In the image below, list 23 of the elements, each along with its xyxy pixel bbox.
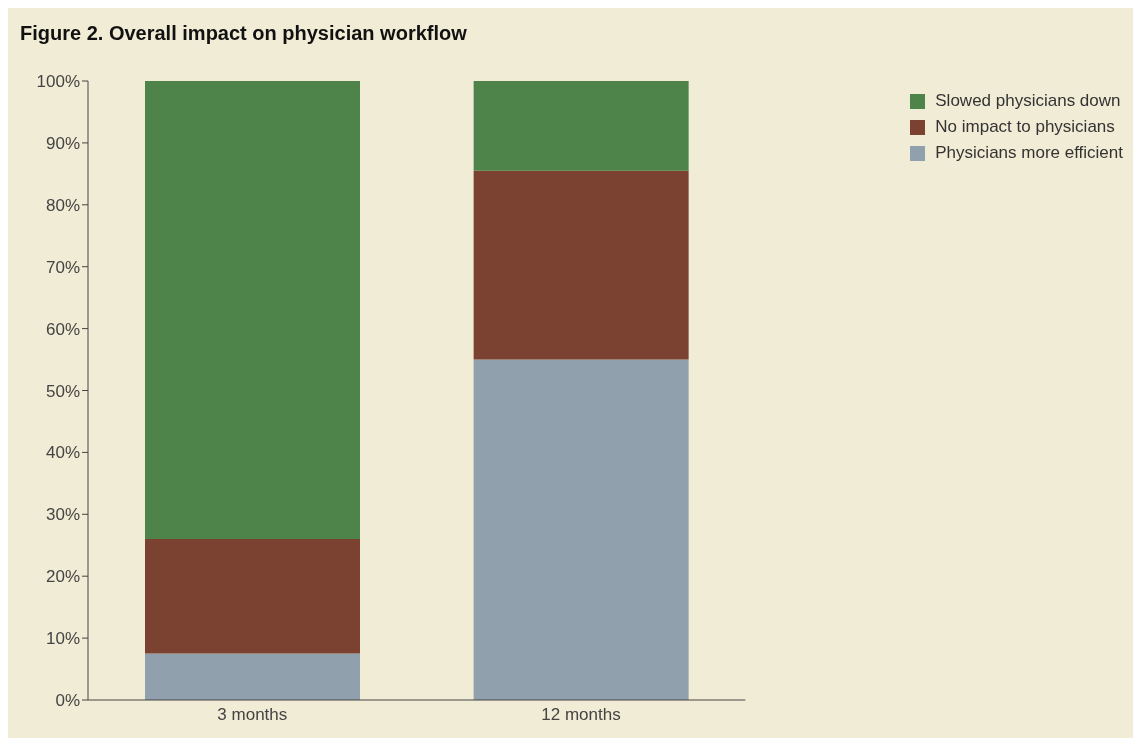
bar xyxy=(473,170,689,360)
bar xyxy=(473,81,689,171)
bar xyxy=(145,653,360,700)
y-tick-label: 40% xyxy=(45,443,80,463)
y-tick-label: 90% xyxy=(45,133,80,153)
chart-title: Figure 2. Overall impact on physician workflow xyxy=(19,21,468,46)
y-tick-label: 100% xyxy=(36,72,80,92)
y-tick-label: 10% xyxy=(45,629,80,649)
y-tick-label: 50% xyxy=(45,381,80,401)
legend-label: Slowed physicians down xyxy=(935,90,1121,112)
bar xyxy=(145,539,360,654)
legend-label: Physicians more efficient xyxy=(935,142,1123,164)
legend-label: No impact to physicians xyxy=(935,116,1115,138)
x-tick-label: 3 months xyxy=(217,705,288,725)
x-tick-label: 12 months xyxy=(541,705,621,725)
bar xyxy=(473,359,689,700)
y-tick-label: 30% xyxy=(45,505,80,525)
bar xyxy=(145,81,360,540)
y-tick-label: 60% xyxy=(45,319,80,339)
y-tick-label: 70% xyxy=(45,257,80,277)
y-tick-label: 0% xyxy=(55,691,80,711)
y-tick-label: 20% xyxy=(45,567,80,587)
y-tick-label: 80% xyxy=(45,195,80,215)
